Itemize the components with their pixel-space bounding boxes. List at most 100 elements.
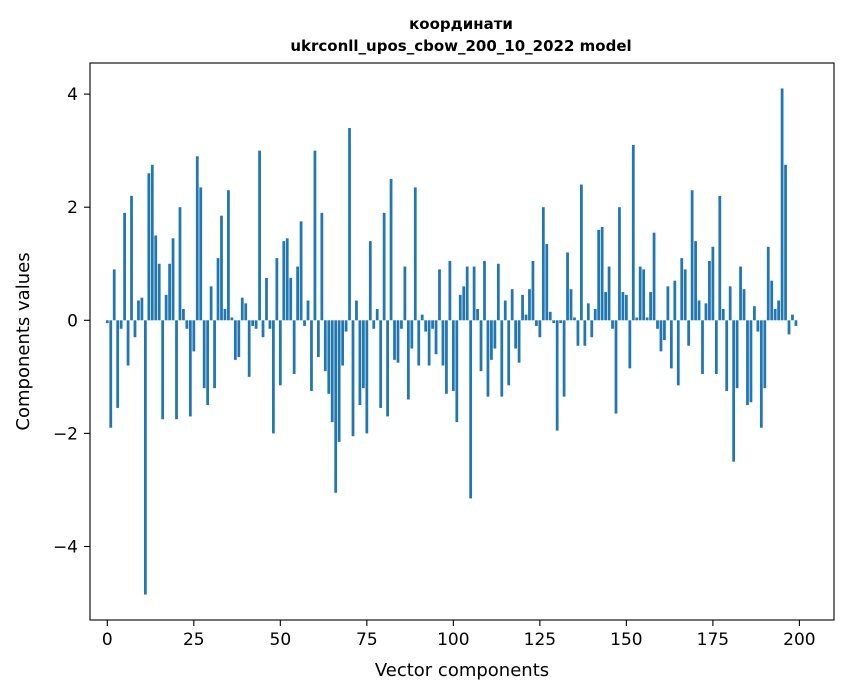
bar <box>732 320 736 462</box>
bar <box>483 260 486 321</box>
bar <box>624 294 628 321</box>
bar <box>548 311 552 321</box>
bar <box>555 320 559 431</box>
bar <box>400 320 403 329</box>
bar <box>192 320 196 352</box>
bar <box>413 187 417 321</box>
bar <box>697 300 701 321</box>
bar <box>486 320 490 397</box>
plot-frame <box>89 62 835 621</box>
bar <box>227 190 230 321</box>
bar <box>382 212 386 321</box>
bar <box>728 286 732 321</box>
bar <box>718 195 722 321</box>
bar <box>254 320 258 329</box>
bar <box>680 258 684 321</box>
bar <box>694 241 697 321</box>
bar <box>586 303 590 321</box>
bar <box>323 320 327 372</box>
bar <box>666 286 670 321</box>
bar <box>327 320 331 394</box>
bar <box>289 277 293 321</box>
bar <box>240 297 244 321</box>
bar <box>683 269 687 321</box>
bar <box>310 320 313 391</box>
bar <box>185 320 189 329</box>
bar <box>701 320 704 375</box>
bar <box>791 314 794 321</box>
bar <box>268 320 272 329</box>
bar <box>524 314 528 321</box>
bar <box>368 241 372 321</box>
bar <box>521 294 524 321</box>
bar <box>593 308 597 321</box>
bar <box>746 320 749 406</box>
bar <box>313 150 317 321</box>
bar <box>690 190 694 321</box>
bar <box>507 320 511 386</box>
bar <box>725 320 729 391</box>
x-axis-label: Vector components <box>375 660 549 681</box>
bar <box>538 320 542 338</box>
bar <box>372 320 376 329</box>
bar <box>188 320 192 417</box>
bar <box>490 320 493 360</box>
bar <box>676 320 680 386</box>
bar <box>154 235 158 321</box>
bar <box>116 320 120 408</box>
y-axis: −4 −2 0 2 4 <box>53 85 90 557</box>
bar <box>635 317 639 321</box>
bar <box>756 320 760 332</box>
bar <box>611 320 614 329</box>
bar <box>126 320 130 366</box>
bar <box>514 320 518 349</box>
bar <box>171 238 175 321</box>
chart-title: координати ukrconll_upos_cbow_200_10_2022… <box>290 15 631 55</box>
bar <box>569 289 573 321</box>
bar <box>344 320 348 332</box>
bar <box>766 246 770 321</box>
bar <box>476 308 479 321</box>
bar <box>109 320 113 428</box>
bar <box>673 280 677 321</box>
bar <box>618 207 621 321</box>
bar <box>168 263 171 321</box>
bar <box>566 252 569 321</box>
bar <box>607 266 611 321</box>
bar <box>600 226 604 321</box>
y-tick-label: 4 <box>67 85 78 105</box>
x-tick-label: 75 <box>356 630 378 650</box>
bar <box>272 320 275 434</box>
bar <box>441 320 445 366</box>
bar <box>535 320 538 326</box>
bar <box>175 320 178 420</box>
bar <box>770 280 774 321</box>
bars-group <box>105 88 798 595</box>
bar <box>465 266 469 321</box>
bar <box>379 320 383 408</box>
bar <box>687 320 691 346</box>
bar <box>105 320 109 324</box>
bar <box>351 320 355 437</box>
bar <box>119 320 123 329</box>
bar <box>753 306 756 321</box>
bar <box>209 286 213 321</box>
bar <box>552 320 556 324</box>
bar <box>410 320 414 349</box>
bar <box>493 320 497 349</box>
bar <box>420 314 424 321</box>
x-tick-label: 200 <box>783 630 815 650</box>
bar <box>597 229 601 321</box>
bar <box>649 292 652 321</box>
bar <box>531 260 535 321</box>
bar <box>244 303 248 321</box>
bar <box>237 320 241 358</box>
bar <box>341 320 344 366</box>
bar <box>656 320 659 329</box>
bar <box>559 320 563 324</box>
bar <box>133 320 137 338</box>
bar <box>496 263 500 321</box>
bar <box>406 320 410 400</box>
bar <box>704 303 708 321</box>
